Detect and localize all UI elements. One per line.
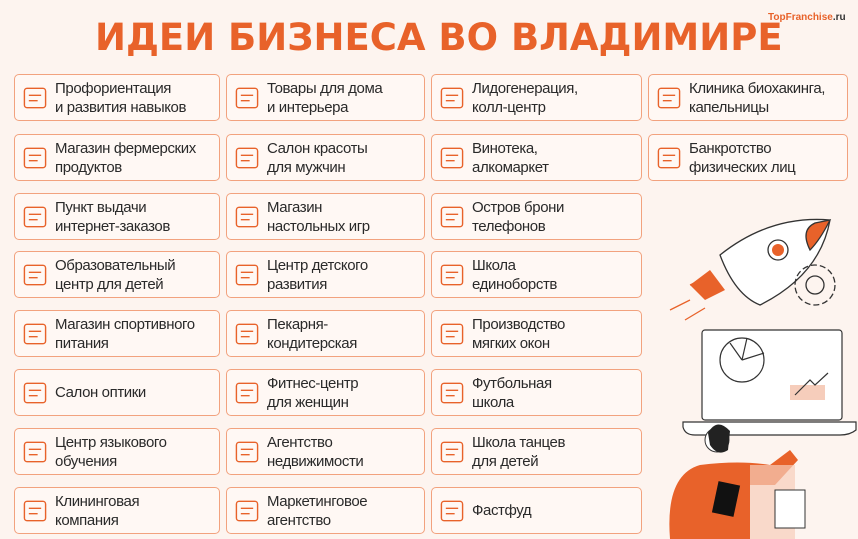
glasses-shop-icon xyxy=(23,382,47,403)
idea-label: Магазин настольных игр xyxy=(267,198,370,235)
idea-card: Центр детского развития xyxy=(226,251,425,298)
idea-label: Школа танцев для детей xyxy=(472,433,566,470)
idea-card: Клининговая компания xyxy=(14,487,220,534)
idea-card: Остров брони телефонов xyxy=(431,193,642,240)
gear-icon xyxy=(794,264,836,306)
man-pointing-icon xyxy=(669,424,806,539)
idea-label: Винотека, алкомаркет xyxy=(472,139,549,176)
idea-label: Фастфуд xyxy=(472,502,532,519)
window-icon xyxy=(440,323,464,344)
idea-card: Футбольная школа xyxy=(431,369,642,416)
idea-card: Банкротство физических лиц xyxy=(648,134,848,181)
sport-nutrition-icon xyxy=(23,323,47,344)
wine-shop-icon xyxy=(440,147,464,168)
barber-icon xyxy=(235,147,259,168)
idea-label: Товары для дома и интерьера xyxy=(267,79,383,116)
board-game-icon xyxy=(235,206,259,227)
dance-icon xyxy=(440,441,464,462)
rocket-icon xyxy=(669,218,832,321)
idea-label: Пекарня- кондитерская xyxy=(267,315,357,352)
idea-card: Магазин спортивного питания xyxy=(14,310,220,357)
idea-label: Салон красоты для мужчин xyxy=(267,139,368,176)
logo: TopFranchise.ru xyxy=(768,12,846,23)
home-goods-store-icon xyxy=(235,87,259,108)
idea-card: Салон красоты для мужчин xyxy=(226,134,425,181)
phone-order-icon xyxy=(23,206,47,227)
idea-card: Производство мягких окон xyxy=(431,310,642,357)
idea-label: Центр детского развития xyxy=(267,256,368,293)
piggy-bank-icon xyxy=(657,147,681,168)
idea-label: Клиника биохакинга, капельницы xyxy=(689,79,826,116)
idea-card: Маркетинговое агентство xyxy=(226,487,425,534)
abc-book-icon xyxy=(235,264,259,285)
idea-label: Салон оптики xyxy=(55,384,146,401)
idea-label: Футбольная школа xyxy=(472,374,552,411)
iv-drip-icon xyxy=(657,87,681,108)
idea-label: Магазин спортивного питания xyxy=(55,315,195,352)
idea-card: Агентство недвижимости xyxy=(226,428,425,475)
idea-card: Центр языкового обучения xyxy=(14,428,220,475)
idea-card: Пункт выдачи интернет-заказов xyxy=(14,193,220,240)
cleaner-icon xyxy=(23,500,47,521)
idea-card: Профориентация и развития навыков xyxy=(14,74,220,121)
idea-label: Остров брони телефонов xyxy=(472,198,564,235)
language-icon xyxy=(23,441,47,462)
laptop-icon xyxy=(682,329,857,436)
phone-shield-icon xyxy=(440,206,464,227)
idea-card: Лидогенерация, колл-центр xyxy=(431,74,642,121)
martial-arts-icon xyxy=(440,264,464,285)
hotdog-icon xyxy=(440,500,464,521)
idea-label: Агентство недвижимости xyxy=(267,433,364,470)
bakery-icon xyxy=(235,323,259,344)
idea-card: Магазин настольных игр xyxy=(226,193,425,240)
football-icon xyxy=(440,382,464,403)
logo-suffix: .ru xyxy=(832,12,846,23)
idea-card: Винотека, алкомаркет xyxy=(431,134,642,181)
idea-label: Школа единоборств xyxy=(472,256,557,293)
idea-label: Банкротство физических лиц xyxy=(689,139,796,176)
call-center-icon xyxy=(440,87,464,108)
idea-card: Школа единоборств xyxy=(431,251,642,298)
idea-card: Образовательный центр для детей xyxy=(14,251,220,298)
idea-label: Центр языкового обучения xyxy=(55,433,167,470)
logo-brand: TopFranchise xyxy=(768,12,833,23)
fitness-woman-icon xyxy=(235,382,259,403)
rocket-laptop-man-illustration xyxy=(669,218,857,539)
megaphone-icon xyxy=(235,500,259,521)
idea-card: Клиника биохакинга, капельницы xyxy=(648,74,848,121)
idea-label: Фитнес-центр для женщин xyxy=(267,374,359,411)
real-estate-icon xyxy=(235,441,259,462)
idea-card: Пекарня- кондитерская xyxy=(226,310,425,357)
idea-card: Фастфуд xyxy=(431,487,642,534)
idea-label: Производство мягких окон xyxy=(472,315,566,352)
graduation-books-icon xyxy=(23,264,47,285)
idea-label: Пункт выдачи интернет-заказов xyxy=(55,198,170,235)
idea-label: Лидогенерация, колл-центр xyxy=(472,79,578,116)
idea-label: Магазин фермерских продуктов xyxy=(55,139,196,176)
idea-card: Салон оптики xyxy=(14,369,220,416)
farm-shop-icon xyxy=(23,147,47,168)
idea-card: Магазин фермерских продуктов xyxy=(14,134,220,181)
idea-card: Фитнес-центр для женщин xyxy=(226,369,425,416)
idea-label: Маркетинговое агентство xyxy=(267,492,368,529)
idea-label: Профориентация и развития навыков xyxy=(55,79,187,116)
idea-label: Образовательный центр для детей xyxy=(55,256,176,293)
idea-card: Товары для дома и интерьера xyxy=(226,74,425,121)
page-title: ИДЕИ БИЗНЕСА ВО ВЛАДИМИРЕ xyxy=(95,16,783,59)
job-signpost-icon xyxy=(23,87,47,108)
idea-label: Клининговая компания xyxy=(55,492,140,529)
idea-card: Школа танцев для детей xyxy=(431,428,642,475)
